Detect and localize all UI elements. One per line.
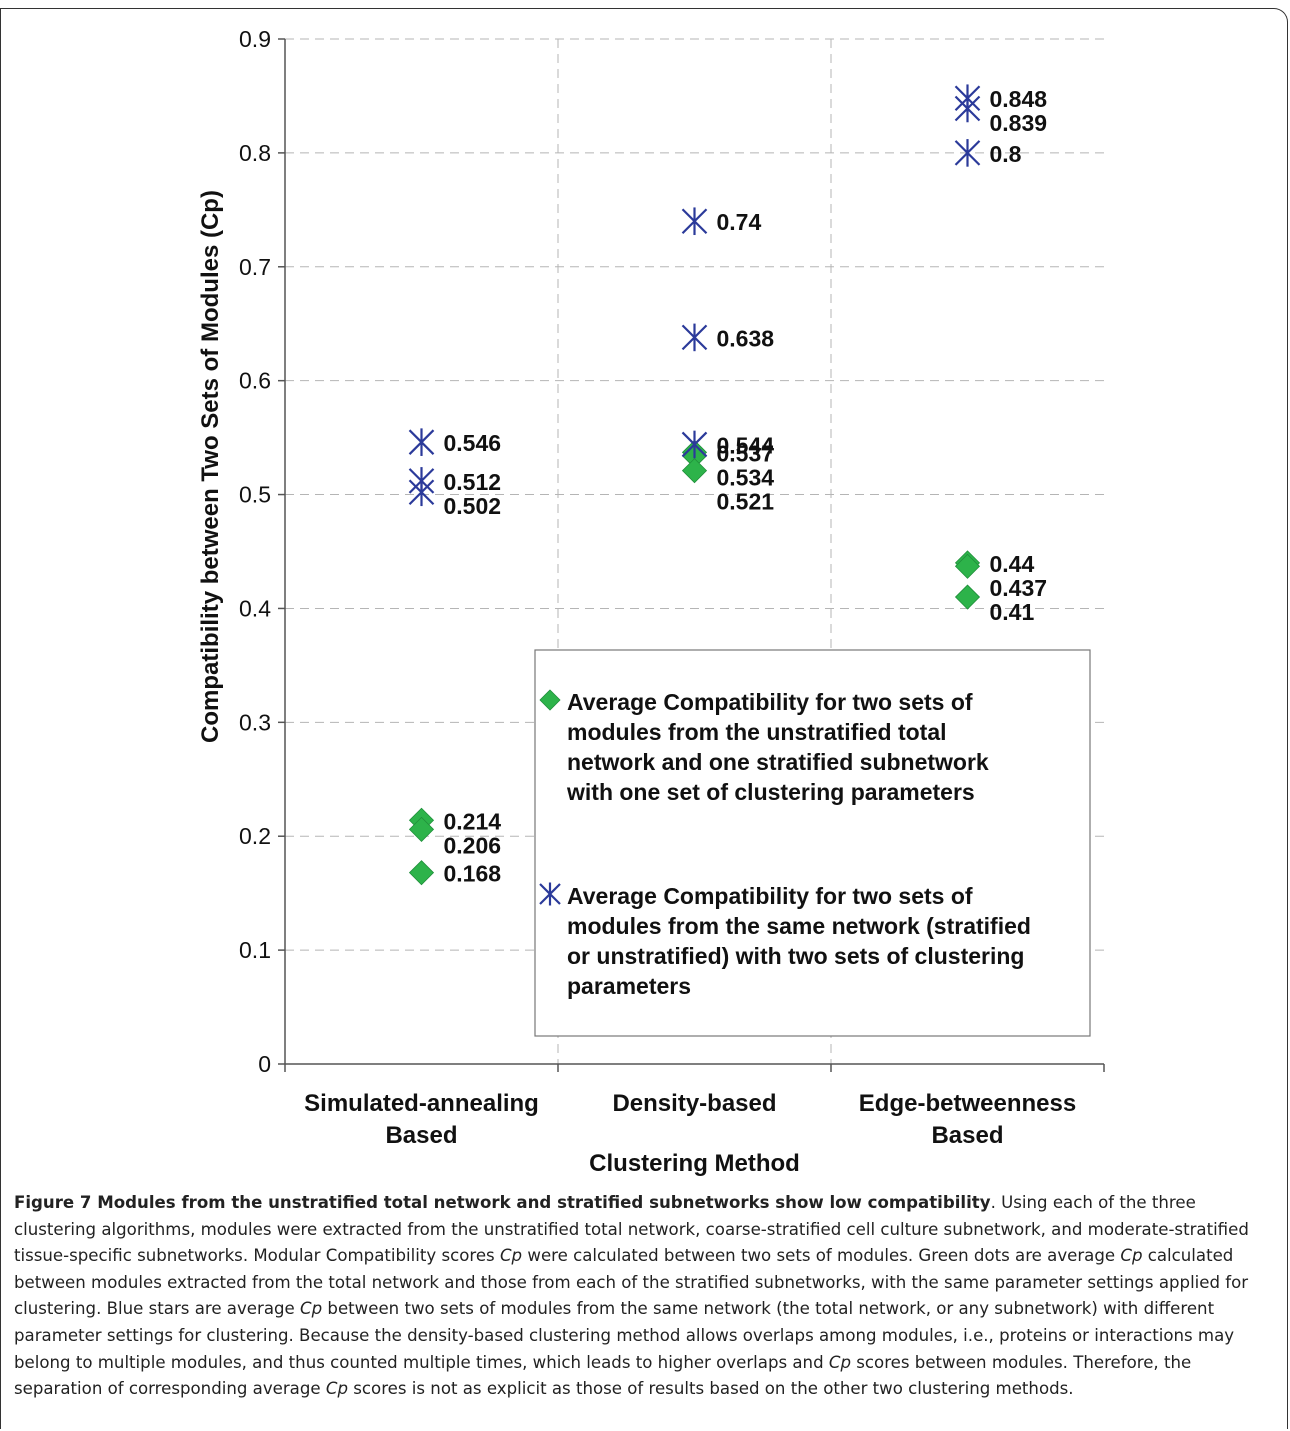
- data-label: 0.521: [717, 488, 775, 514]
- y-tick-label: 0.6: [239, 368, 271, 394]
- data-points: 0.2140.2060.1680.5370.5340.5210.440.4370…: [408, 84, 1048, 887]
- data-label: 0.214: [444, 808, 502, 834]
- blue-star-point: [681, 430, 708, 459]
- data-label: 0.44: [990, 551, 1035, 577]
- caption-italic-term: Cp: [300, 1299, 323, 1319]
- green-diamond-point: [681, 458, 708, 484]
- legend-entry-text: Average Compatibility for two sets of: [567, 689, 973, 715]
- green-diamond-point: [954, 584, 981, 610]
- caption-italic-term: Cp: [499, 1246, 523, 1266]
- y-axis-label: Compatibility between Two Sets of Module…: [197, 190, 224, 743]
- axes: [278, 38, 1105, 1072]
- legend-entry-text: Average Compatibility for two sets of: [567, 883, 973, 909]
- y-tick-label: 0.9: [239, 26, 271, 52]
- x-tick-label: Based: [931, 1122, 1003, 1149]
- blue-star-point: [408, 478, 435, 507]
- x-tick-label: Simulated-annealing: [304, 1090, 539, 1117]
- data-label: 0.839: [990, 110, 1048, 136]
- data-label: 0.206: [444, 832, 502, 858]
- green-diamond-point: [954, 553, 981, 579]
- data-label: 0.537: [717, 440, 775, 466]
- y-tick-label: 0.5: [239, 482, 271, 508]
- x-tick-label: Edge-betweenness: [859, 1090, 1076, 1117]
- legend-entry-text: or unstratified) with two sets of cluste…: [567, 943, 1024, 969]
- data-label: 0.41: [990, 599, 1035, 625]
- legend-entry-text: with one set of clustering parameters: [566, 779, 975, 805]
- legend-entry-text: modules from the same network (stratifie…: [567, 913, 1031, 939]
- caption-body: . Using each of the three clustering alg…: [14, 1193, 1249, 1399]
- data-label: 0.512: [444, 469, 502, 495]
- data-label: 0.546: [444, 430, 502, 456]
- blue-star-point: [954, 139, 981, 167]
- figure-frame: [0, 8, 1288, 1429]
- data-label: 0.502: [444, 493, 502, 519]
- data-label: 0.437: [990, 575, 1048, 601]
- legend-entry-text: network and one stratified subnetwork: [567, 749, 989, 775]
- data-label: 0.534: [717, 464, 775, 490]
- scatter-chart: 0 0.1 0.2 0.3 0.4 0.5 0.6 0.7 0.8 0.9 Simulated-a…: [197, 26, 1105, 1177]
- y-tick-label: 0: [258, 1051, 271, 1077]
- x-tick-label: Density-based: [612, 1090, 776, 1117]
- data-label: 0.848: [990, 86, 1048, 112]
- y-tick-label: 0.8: [239, 140, 271, 166]
- figure-caption: Figure 7 Modules from the unstratified t…: [14, 1190, 1279, 1403]
- green-diamond-point: [408, 816, 435, 842]
- legend-box: [534, 649, 1091, 1037]
- x-tick-label: Based: [385, 1122, 457, 1149]
- legend-entry-text: parameters: [567, 973, 691, 999]
- caption-italic-term: Cp: [325, 1379, 348, 1399]
- caption-italic-term: Cp: [828, 1352, 852, 1372]
- legend-entry-text: modules from the unstratified total: [567, 719, 947, 745]
- legend: Average Compatibility for two sets of mod…: [534, 649, 1091, 1037]
- legend-star-icon: [539, 882, 561, 906]
- y-tick-label: 0.4: [239, 595, 271, 621]
- blue-star-point: [681, 207, 708, 236]
- y-tick-label: 0.3: [239, 709, 271, 735]
- data-label: 0.544: [717, 432, 775, 458]
- x-axis-label: Clustering Method: [589, 1150, 800, 1177]
- data-label: 0.74: [717, 209, 762, 235]
- legend-diamond-icon: [539, 689, 561, 711]
- y-tick-label: 0.1: [239, 937, 271, 963]
- x-tick-labels: Simulated-annealing Based Density-based Edg…: [304, 1090, 1076, 1149]
- y-tick-labels: 0 0.1 0.2 0.3 0.4 0.5 0.6 0.7 0.8 0.9: [239, 26, 271, 1077]
- blue-star-point: [408, 428, 435, 456]
- blue-star-point: [954, 94, 981, 123]
- y-tick-label: 0.7: [239, 254, 271, 280]
- data-label: 0.638: [717, 325, 775, 351]
- caption-title: Figure 7 Modules from the unstratified t…: [14, 1193, 991, 1212]
- caption-italic-term: Cp: [1120, 1246, 1143, 1266]
- green-diamond-point: [408, 860, 435, 886]
- y-tick-label: 0.2: [239, 823, 271, 849]
- data-label: 0.168: [444, 861, 502, 887]
- blue-star-point: [681, 323, 708, 352]
- data-label: 0.8: [990, 141, 1022, 167]
